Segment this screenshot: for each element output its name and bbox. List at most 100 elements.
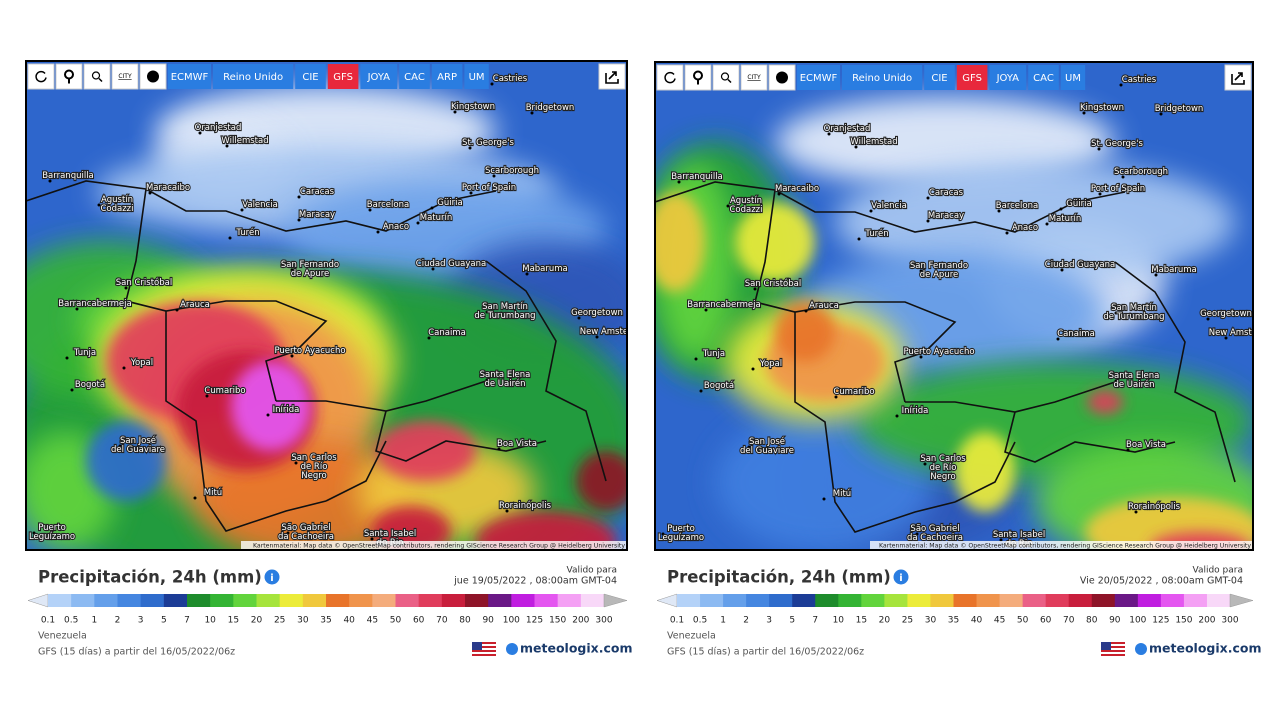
city-label: Arauca — [809, 301, 839, 311]
city-dot — [857, 237, 861, 241]
model-button[interactable] — [842, 65, 923, 90]
city-label-line: Codazzi — [100, 204, 133, 214]
model-button[interactable] — [1060, 65, 1086, 90]
city-dot — [919, 269, 923, 273]
border-line — [26, 180, 497, 232]
zoom-icon — [720, 72, 730, 81]
tool-button[interactable] — [712, 64, 740, 91]
legend-value: 80 — [1086, 616, 1098, 626]
tool-button[interactable] — [684, 64, 712, 91]
model-button[interactable] — [327, 64, 359, 89]
model-button[interactable] — [168, 64, 211, 89]
city-label-line: Bogotá — [75, 380, 105, 390]
city-label: St. George's — [1091, 139, 1143, 149]
info-icon[interactable] — [893, 569, 909, 585]
city-label-line: Mitú — [833, 489, 851, 499]
info-icon[interactable] — [264, 569, 280, 585]
tool-button[interactable] — [768, 64, 796, 91]
legend-swatch — [1114, 594, 1139, 607]
city-label: Kingstown — [451, 102, 495, 112]
city-label: Scarborough — [1114, 167, 1168, 177]
city-label-line: Willemstad — [221, 136, 268, 146]
tool-button[interactable] — [27, 63, 55, 90]
city-label-line: St. George's — [462, 138, 514, 148]
city-label: San Carlos de Río Negro — [291, 453, 337, 481]
city-dot — [122, 366, 126, 370]
model-button-label: CAC — [1033, 73, 1054, 84]
city-dot — [1206, 317, 1210, 321]
dot-icon — [147, 70, 159, 83]
city-dot — [427, 336, 431, 340]
precip-area — [775, 302, 835, 362]
city-dot — [368, 208, 372, 212]
share-icon — [605, 71, 619, 84]
city-label: Anaco — [383, 222, 409, 232]
city-label: San José del Guaviare — [111, 435, 165, 455]
city-label-line: Bridgetown — [1155, 104, 1204, 114]
city-label-line: Puerto Ayacucho — [274, 346, 345, 356]
city-label-line: Barranquilla — [671, 172, 723, 182]
tool-button[interactable] — [111, 63, 139, 90]
model-button[interactable] — [360, 64, 398, 89]
legend-swatch — [1183, 594, 1208, 607]
region: Venezuela — [667, 631, 716, 642]
legend-value: 2 — [743, 616, 749, 626]
model-button[interactable] — [399, 64, 430, 89]
city-label: Güiria — [437, 198, 462, 208]
model-button[interactable] — [989, 65, 1027, 90]
model-button[interactable] — [956, 65, 988, 90]
model-button[interactable] — [797, 65, 840, 90]
city-label: Mabaruma — [1151, 265, 1197, 275]
city-label-line: Barranquilla — [42, 171, 94, 181]
precip-area — [231, 361, 311, 451]
model-button[interactable] — [431, 64, 463, 89]
model-button[interactable] — [924, 65, 955, 90]
city-label-line: Willemstad — [850, 137, 897, 147]
city-label: Castries — [1122, 75, 1157, 85]
model-button[interactable] — [464, 64, 489, 89]
city-label-line: Castries — [1122, 75, 1157, 85]
city-dot — [1082, 111, 1086, 115]
legend-value: 300 — [595, 616, 612, 626]
city-dot — [1119, 83, 1123, 87]
city-dot — [297, 195, 301, 199]
model-button[interactable] — [1028, 65, 1059, 90]
city-label: Maracaibo — [146, 183, 190, 193]
tool-button[interactable] — [55, 63, 83, 90]
legend-swatch — [117, 594, 142, 607]
city-dot — [431, 267, 435, 271]
city-label-line: Maracaibo — [146, 183, 190, 193]
city-label-line: Inírida — [902, 406, 929, 416]
brand: meteologix.com — [1149, 641, 1261, 656]
legend-value: 15 — [856, 616, 867, 626]
city-dot — [777, 192, 781, 196]
legend-value: 5 — [789, 616, 795, 626]
city-label-line: Cumaribo — [833, 387, 874, 397]
model-button-label: UM — [1065, 73, 1081, 84]
city-label: Kingstown — [1080, 103, 1124, 113]
city-label: Puerto Ayacucho — [274, 346, 345, 356]
city-label-line: São Gabriel — [281, 523, 330, 533]
legend-value: 3 — [766, 616, 772, 626]
precip-area — [1087, 390, 1123, 414]
model-button-label: GFS — [962, 73, 982, 84]
model-button[interactable] — [213, 64, 294, 89]
city-label: Mabaruma — [522, 264, 568, 274]
city-dot — [370, 537, 374, 541]
city-label-line: Güiria — [1066, 199, 1091, 209]
legend-swatch — [163, 594, 188, 607]
tool-button[interactable] — [656, 64, 684, 91]
tool-button[interactable] — [740, 64, 768, 91]
city-label-line: Maturín — [1049, 214, 1082, 224]
model-button[interactable] — [295, 64, 326, 89]
legend-swatch — [511, 594, 535, 607]
tool-button[interactable] — [83, 63, 111, 90]
legend-value: 90 — [482, 616, 494, 626]
flag-stripe — [472, 642, 496, 644]
legend-swatch — [48, 594, 72, 607]
city-label-line: Bogotá — [704, 381, 734, 391]
model-run: GFS (15 días) a partir del 16/05/2022/06… — [667, 647, 864, 658]
city-label-line: Turén — [235, 227, 259, 238]
legend-swatch — [723, 594, 747, 607]
border-line — [325, 440, 387, 502]
